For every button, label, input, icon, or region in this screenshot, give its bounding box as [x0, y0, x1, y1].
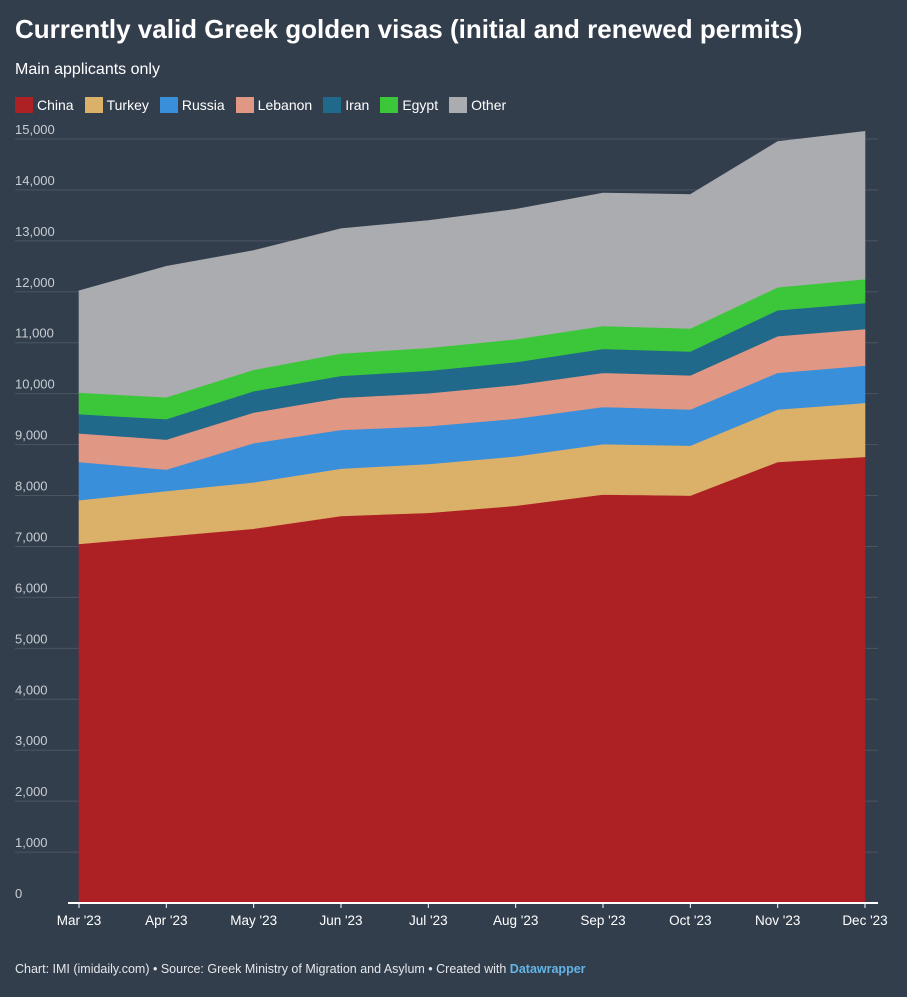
legend-item-russia: Russia [159, 97, 225, 113]
y-tick-label: 9,000 [15, 428, 48, 443]
y-tick-label: 14,000 [15, 173, 55, 188]
legend-swatch [380, 97, 399, 113]
footer-credits: Chart: IMI (imidaily.com) • Source: Gree… [15, 962, 510, 976]
legend-swatch [15, 97, 33, 113]
x-tick-label: Aug '23 [493, 913, 538, 928]
legend-item-turkey: Turkey [84, 97, 149, 113]
y-tick-label: 8,000 [15, 479, 48, 494]
legend-label: China [37, 97, 74, 113]
y-tick-label: 11,000 [15, 326, 54, 341]
legend-swatch [449, 97, 468, 113]
x-tick-label: Sep '23 [580, 913, 625, 928]
x-tick-label: Mar '23 [57, 913, 102, 928]
x-tick-label: Apr '23 [145, 913, 187, 928]
x-tick-label: Jun '23 [319, 913, 362, 928]
legend-swatch [235, 97, 254, 113]
y-tick-label: 10,000 [15, 377, 55, 392]
y-tick-label: 12,000 [15, 275, 55, 290]
legend-item-iran: Iran [323, 97, 369, 113]
x-tick-label: Nov '23 [755, 913, 800, 928]
legend-label: Iran [345, 97, 370, 113]
legend-item-other: Other [449, 97, 506, 113]
legend-swatch [84, 97, 103, 113]
y-tick-label: 1,000 [15, 835, 48, 850]
legend: China Turkey Russia Lebanon Iran Egypt Other [15, 97, 517, 113]
y-tick-label: 2,000 [15, 784, 48, 799]
legend-item-egypt: Egypt [380, 97, 438, 113]
y-tick-label: 3,000 [15, 733, 48, 748]
datawrapper-link[interactable]: Datawrapper [509, 962, 586, 976]
legend-swatch [323, 97, 342, 113]
y-tick-label: 7,000 [15, 529, 48, 544]
legend-item-lebanon: Lebanon [235, 97, 313, 113]
areas [78, 131, 866, 904]
chart-title: Currently valid Greek golden visas (init… [15, 14, 803, 44]
chart-footer: Chart: IMI (imidaily.com) • Source: Gree… [15, 962, 586, 976]
area-other [78, 131, 866, 398]
legend-item-china: China [15, 97, 74, 113]
x-tick-label: Jul '23 [409, 913, 448, 928]
legend-label: Lebanon [257, 97, 313, 113]
legend-label: Other [471, 97, 507, 113]
y-tick-label: 15,000 [15, 122, 55, 137]
legend-label: Russia [181, 97, 225, 113]
x-tick-label: May '23 [230, 913, 277, 928]
chart-subtitle: Main applicants only [15, 61, 160, 78]
y-tick-label: 4,000 [15, 682, 48, 697]
legend-label: Turkey [106, 97, 149, 113]
x-tick-label: Oct '23 [669, 913, 711, 928]
y-tick-label: 6,000 [15, 580, 48, 595]
y-tick-label: 5,000 [15, 631, 48, 646]
y-tick-label: 0 [15, 886, 22, 901]
legend-swatch [159, 97, 178, 113]
x-axis: Mar '23 Apr '23 May '23 Jun '23 Jul '23 Aug '… [57, 903, 888, 928]
x-tick-label: Dec '23 [842, 913, 887, 928]
legend-label: Egypt [402, 97, 439, 113]
y-tick-label: 13,000 [15, 224, 55, 239]
